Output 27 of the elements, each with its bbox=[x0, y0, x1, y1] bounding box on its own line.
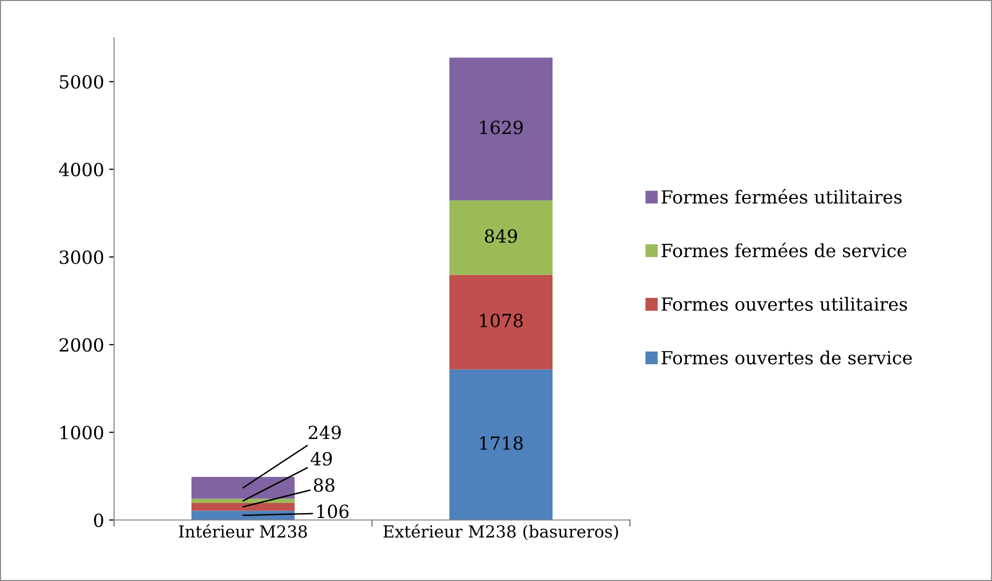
legend-label: Formes ouvertes utilitaires bbox=[662, 296, 908, 311]
bar bbox=[449, 274, 553, 370]
data-label: 88 bbox=[314, 478, 334, 492]
data-label: 849 bbox=[484, 229, 517, 243]
bar bbox=[191, 502, 295, 511]
y-tick-label: 3000 bbox=[60, 250, 104, 264]
bar bbox=[449, 58, 553, 200]
y-tick-label: 0 bbox=[94, 513, 104, 528]
legend-label: Formes ouvertes de service bbox=[662, 350, 912, 364]
data-label: 1078 bbox=[480, 314, 523, 328]
data-label: 249 bbox=[308, 426, 341, 440]
y-tick-label: 5000 bbox=[60, 75, 104, 89]
data-label: 106 bbox=[317, 504, 349, 518]
y-tick-label: 2000 bbox=[60, 338, 104, 352]
y-tick-label: 1000 bbox=[60, 426, 104, 440]
data-label: 1629 bbox=[480, 120, 523, 134]
bar bbox=[191, 498, 295, 503]
data-label: 1718 bbox=[480, 436, 523, 450]
x-tick-label: Intérieur M238 bbox=[179, 524, 307, 538]
bar bbox=[449, 369, 553, 520]
legend-label: Formes fermées utilitaires bbox=[662, 189, 902, 204]
bar bbox=[449, 200, 553, 275]
data-label: 49 bbox=[310, 452, 332, 466]
x-tick-label: Extérieur M238 (basureros) bbox=[384, 524, 618, 540]
legend-label: Formes fermées de service bbox=[662, 242, 906, 258]
bar bbox=[191, 476, 295, 499]
y-tick-label: 4000 bbox=[58, 162, 104, 176]
